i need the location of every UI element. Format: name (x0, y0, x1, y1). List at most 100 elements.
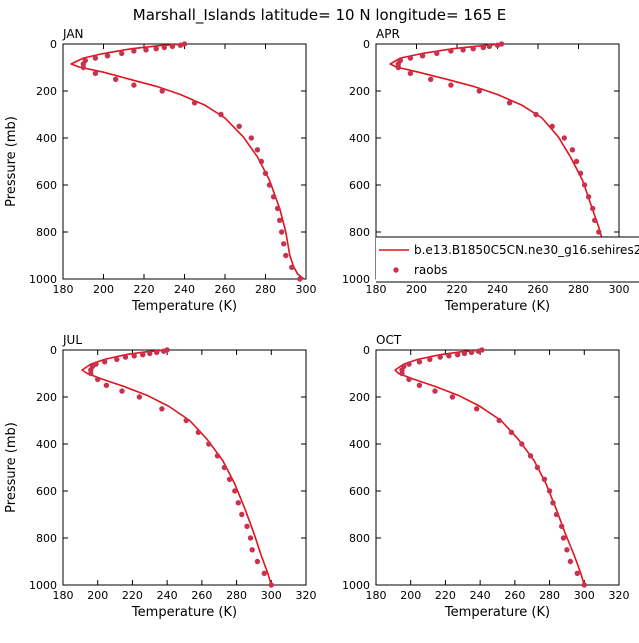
raobs-point (508, 429, 515, 435)
y-tick-label: 800 (36, 226, 57, 239)
legend: b.e13.B1850C5CN.ne30_g16.sehires22_craob… (376, 236, 639, 283)
raobs-point (494, 42, 501, 48)
raobs-point (480, 44, 486, 51)
raobs-point (407, 70, 414, 77)
raobs-point (454, 352, 461, 358)
raobs-point (470, 46, 476, 52)
x-axis-label: Temperature (K) (131, 299, 237, 314)
figure-title: Marshall_Islands latitude= 10 N longitud… (133, 6, 506, 25)
raobs-point (154, 349, 160, 356)
panel-label: APR (376, 27, 400, 41)
raobs-point (177, 42, 184, 48)
raobs-point (131, 82, 137, 88)
raobs-point (195, 429, 202, 435)
raobs-point (577, 170, 584, 176)
raobs-point (221, 464, 228, 471)
raobs-point (506, 100, 513, 106)
raobs-point (266, 182, 273, 188)
raobs-point (567, 558, 574, 565)
raobs-point (249, 547, 255, 553)
raobs-point (254, 147, 261, 153)
x-tick-label: 300 (609, 283, 630, 296)
y-tick-label: 600 (36, 485, 57, 498)
legend-label-model: b.e13.B1850C5CN.ne30_g16.sehires22_c (414, 243, 639, 257)
x-tick-label: 200 (400, 589, 421, 602)
raobs-point (569, 147, 576, 153)
raobs-point (159, 88, 165, 94)
y-tick-label: 400 (36, 438, 57, 451)
raobs-point (427, 356, 433, 363)
raobs-point (449, 394, 456, 400)
y-tick-label: 0 (363, 38, 370, 51)
raobs-point (592, 217, 598, 223)
raobs-point (88, 370, 94, 377)
x-tick-label: 300 (261, 589, 282, 602)
raobs-point (147, 350, 153, 357)
x-tick-label: 260 (215, 283, 236, 296)
raobs-point (143, 47, 149, 53)
raobs-point (560, 535, 567, 541)
raobs-point (549, 123, 555, 129)
x-tick-label: 280 (568, 283, 589, 296)
panel-label: JUL (62, 333, 82, 347)
x-tick-label: 260 (191, 589, 212, 602)
legend-marker-swatch (393, 267, 399, 273)
model-profile-line (70, 43, 305, 280)
y-axis-label: Pressure (mb) (4, 116, 19, 207)
x-tick-label: 180 (53, 589, 74, 602)
raobs-point (235, 500, 241, 506)
y-tick-label: 600 (36, 179, 57, 192)
raobs-point (226, 476, 233, 482)
raobs-point (283, 252, 289, 259)
x-tick-label: 240 (174, 283, 195, 296)
raobs-point (416, 382, 423, 388)
raobs-point (546, 488, 553, 494)
raobs-point (419, 53, 426, 59)
raobs-point (92, 55, 99, 61)
raobs-point (161, 348, 167, 354)
y-tick-label: 200 (349, 85, 370, 98)
x-tick-label: 280 (255, 283, 276, 296)
y-tick-label: 1000 (29, 273, 57, 286)
x-axis-label: Temperature (K) (444, 299, 550, 314)
raobs-point (169, 43, 176, 50)
raobs-point (475, 348, 482, 354)
raobs-point (104, 53, 111, 59)
x-tick-label: 180 (366, 283, 387, 296)
raobs-point (416, 359, 423, 365)
raobs-point (395, 64, 401, 71)
raobs-point (289, 264, 295, 270)
raobs-point (268, 582, 274, 588)
raobs-point (153, 46, 159, 52)
chart-panel-jan: 180 200 220 240 260 280 300 0 200 400 600 800 1000 JA… (4, 27, 317, 314)
x-tick-label: 260 (528, 283, 549, 296)
raobs-point (406, 361, 412, 367)
x-tick-label: 200 (406, 283, 427, 296)
raobs-point (161, 44, 167, 51)
plot-frame (375, 349, 620, 586)
raobs-point (214, 453, 221, 459)
raobs-point (131, 353, 137, 359)
x-tick-label: 320 (609, 589, 630, 602)
x-axis-label: Temperature (K) (444, 605, 550, 620)
raobs-point (159, 406, 165, 412)
raobs-point (95, 376, 101, 383)
raobs-point (136, 394, 143, 400)
raobs-point (460, 47, 466, 53)
x-tick-label: 220 (435, 589, 456, 602)
raobs-point (573, 158, 580, 165)
raobs-point (119, 388, 125, 394)
y-tick-label: 200 (36, 391, 57, 404)
raobs-point (244, 523, 250, 529)
panel-label: OCT (376, 333, 402, 347)
model-profile-line (394, 349, 586, 586)
raobs-point (561, 135, 567, 141)
raobs-point (279, 229, 285, 235)
raobs-point (581, 582, 587, 588)
y-tick-label: 200 (36, 85, 57, 98)
raobs-point (131, 48, 137, 54)
y-tick-label: 0 (50, 38, 57, 51)
x-axis-label: Temperature (K) (131, 605, 237, 620)
chart-panel-oct: 180 200 220 240 260 280 300 320 0 200 400 600 800 100… (342, 333, 630, 620)
